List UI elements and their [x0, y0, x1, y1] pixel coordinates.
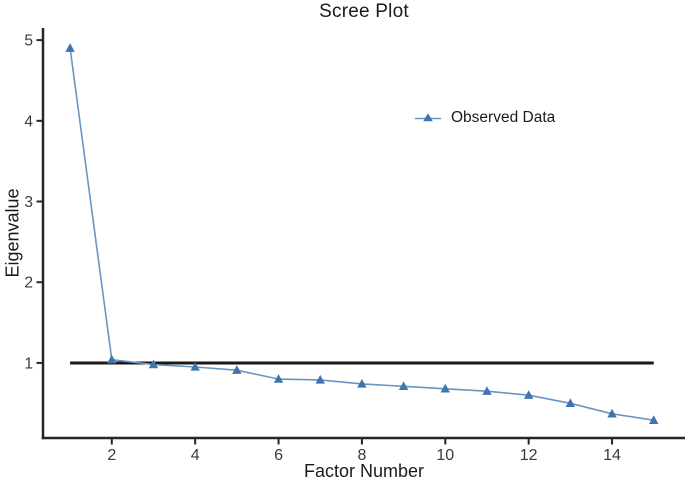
y-tick-label: 2	[24, 275, 33, 292]
x-tick-label: 10	[436, 447, 454, 464]
data-point-marker	[398, 381, 409, 391]
chart-title: Scree Plot	[319, 1, 409, 22]
data-point-marker	[273, 374, 284, 383]
data-point-marker	[607, 408, 617, 418]
x-tick-label: 4	[191, 447, 200, 464]
y-tick-label: 5	[24, 33, 33, 50]
x-axis-label: Factor Number	[303, 461, 425, 481]
x-tick-label: 14	[603, 447, 621, 464]
y-tick-label: 1	[24, 355, 33, 372]
data-point-marker	[357, 378, 367, 388]
data-point-marker	[649, 415, 659, 424]
data-point-marker	[190, 361, 200, 371]
data-point-marker	[565, 398, 576, 407]
y-tick-label: 4	[24, 113, 33, 130]
data-point-marker	[232, 365, 242, 374]
legend: Observed Data	[414, 109, 555, 127]
y-tick-label: 3	[24, 194, 33, 211]
x-tick-label: 8	[357, 447, 366, 464]
x-tick-label: 12	[520, 447, 538, 464]
x-tick-label: 2	[107, 447, 116, 464]
data-point-marker	[440, 383, 450, 393]
data-point-marker	[65, 43, 75, 52]
data-point-marker	[315, 374, 325, 384]
data-point-marker	[107, 354, 117, 364]
legend-marker-icon	[415, 113, 441, 122]
data-point-marker	[148, 359, 159, 369]
x-tick-label: 6	[274, 447, 283, 464]
data-point-marker	[482, 386, 492, 395]
legend-label: Observed Data	[451, 109, 556, 126]
data-point-marker	[523, 390, 534, 399]
